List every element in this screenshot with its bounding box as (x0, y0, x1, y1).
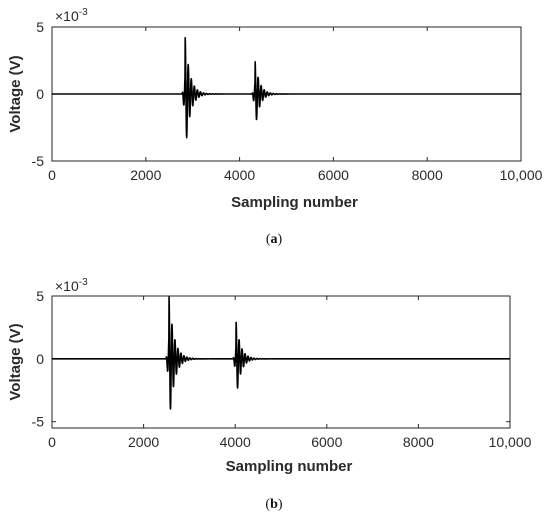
x-tick-label: 4000 (220, 434, 251, 450)
y-tick-label: -5 (32, 414, 45, 430)
y-multiplier: ×10-3 (55, 277, 88, 294)
x-tick-label: 6000 (318, 167, 349, 183)
x-axis-label: Sampling number (226, 458, 353, 475)
x-tick-label: 0 (48, 167, 56, 183)
chart-panel-a: 0 2000 4000 6000 8000 10,000-505×10-3Sampling… (7, 7, 543, 247)
y-tick-label: 0 (36, 86, 44, 102)
x-tick-label: 2000 (130, 167, 161, 183)
x-tick-label: 8000 (412, 167, 443, 183)
y-tick-label: 5 (36, 19, 44, 35)
x-tick-label: 2000 (128, 434, 159, 450)
y-tick-label: 0 (36, 351, 44, 367)
x-tick-label: 0 (48, 434, 56, 450)
y-tick-label: 5 (36, 288, 44, 304)
y-axis-label: Voltage (V) (7, 323, 24, 400)
x-tick-label: 10,000 (500, 167, 543, 183)
x-axis-label: Sampling number (231, 194, 358, 211)
y-axis-label: Voltage (V) (7, 55, 24, 132)
plot-area-b (51, 295, 511, 429)
y-tick-label: -5 (32, 153, 45, 169)
x-tick-label: 8000 (403, 434, 434, 450)
x-tick-label: 10,000 (489, 434, 532, 450)
panel-caption-a: (a) (266, 232, 283, 247)
series-line-a-0 (51, 36, 522, 139)
series-line-b-0 (51, 296, 511, 410)
chart-panel-b: 0 2000 4000 6000 8000 10,000-505×10-3Sampling… (7, 277, 532, 512)
x-tick-label: 4000 (224, 167, 255, 183)
panel-caption-b: (b) (265, 497, 282, 512)
x-tick-label: 6000 (311, 434, 342, 450)
y-multiplier: ×10-3 (55, 7, 88, 24)
